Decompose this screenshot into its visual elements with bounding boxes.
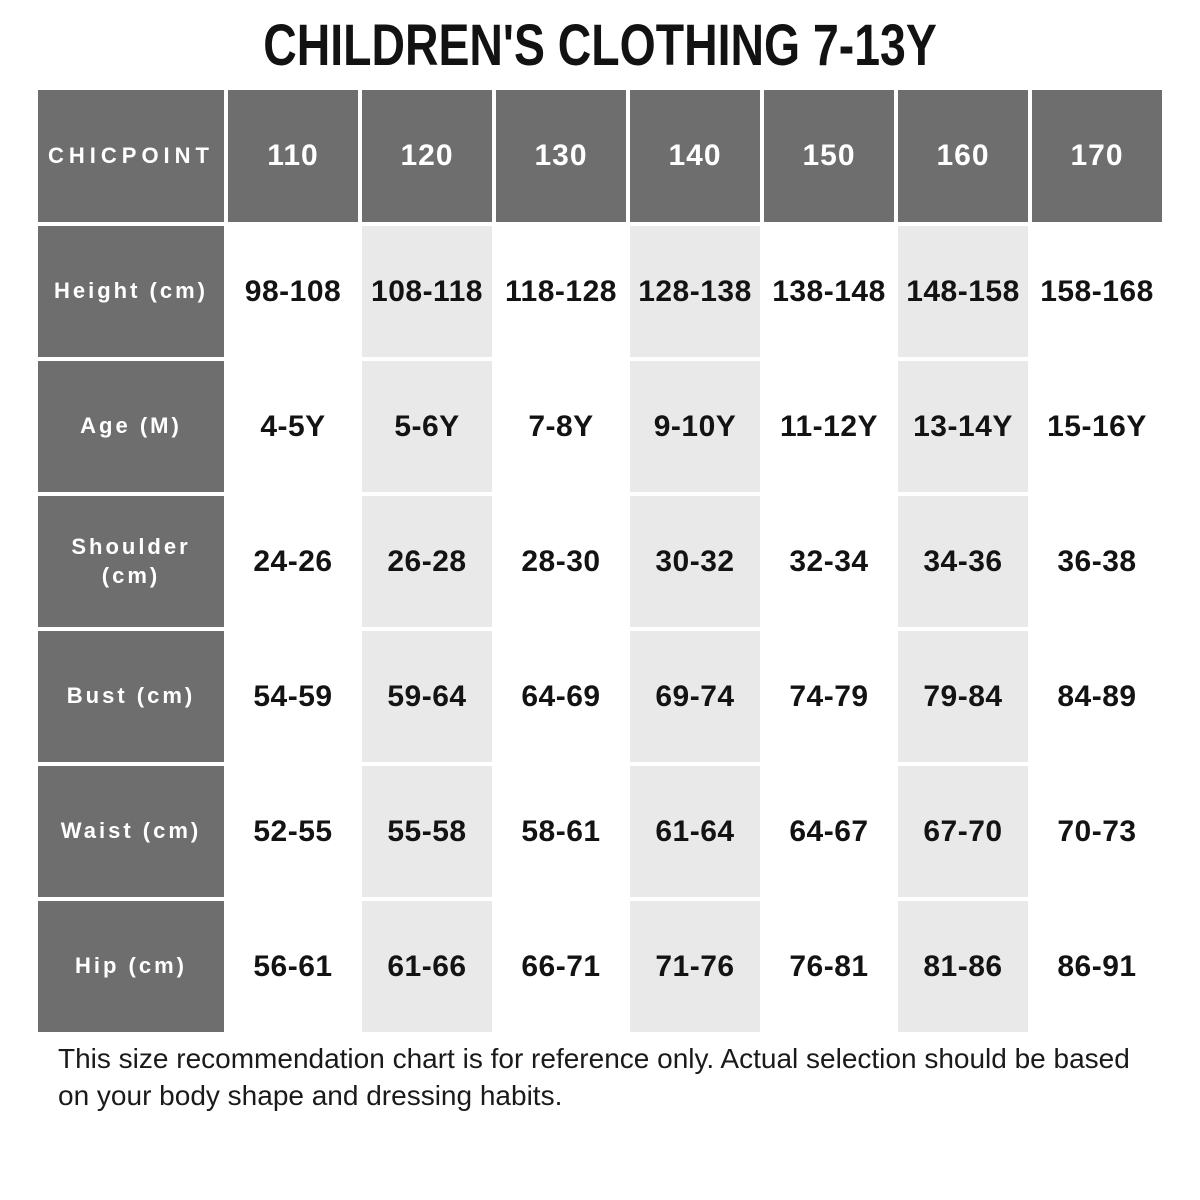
shoulder-150-cell: 32-34 bbox=[764, 496, 894, 627]
shoulder-130-cell: 28-30 bbox=[496, 496, 626, 627]
age-130-cell: 7-8Y bbox=[496, 361, 626, 492]
hip-170-cell: 86-91 bbox=[1032, 901, 1162, 1032]
shoulder-160-cell: 34-36 bbox=[898, 496, 1028, 627]
hip-110-cell: 56-61 bbox=[228, 901, 358, 1032]
bust-110-cell: 54-59 bbox=[228, 631, 358, 762]
size-table: CHICPOINT 110 120 130 140 150 160 170 He… bbox=[38, 90, 1162, 1032]
bust-120-cell: 59-64 bbox=[362, 631, 492, 762]
height-130-cell: 118-128 bbox=[496, 226, 626, 357]
row-label-age: Age (M) bbox=[38, 361, 224, 492]
height-170-cell: 158-168 bbox=[1032, 226, 1162, 357]
bust-130-cell: 64-69 bbox=[496, 631, 626, 762]
row-label-waist: Waist (cm) bbox=[38, 766, 224, 897]
age-150-cell: 11-12Y bbox=[764, 361, 894, 492]
waist-110-cell: 52-55 bbox=[228, 766, 358, 897]
row-label-shoulder: Shoulder (cm) bbox=[38, 496, 224, 627]
age-160-cell: 13-14Y bbox=[898, 361, 1028, 492]
col-header-170: 170 bbox=[1032, 90, 1162, 222]
age-170-cell: 15-16Y bbox=[1032, 361, 1162, 492]
shoulder-140-cell: 30-32 bbox=[630, 496, 760, 627]
row-label-hip: Hip (cm) bbox=[38, 901, 224, 1032]
shoulder-120-cell: 26-28 bbox=[362, 496, 492, 627]
height-140-cell: 128-138 bbox=[630, 226, 760, 357]
height-150-cell: 138-148 bbox=[764, 226, 894, 357]
waist-140-cell: 61-64 bbox=[630, 766, 760, 897]
col-header-140: 140 bbox=[630, 90, 760, 222]
hip-160-cell: 81-86 bbox=[898, 901, 1028, 1032]
col-header-130: 130 bbox=[496, 90, 626, 222]
bust-150-cell: 74-79 bbox=[764, 631, 894, 762]
row-label-height: Height (cm) bbox=[38, 226, 224, 357]
height-120-cell: 108-118 bbox=[362, 226, 492, 357]
footer-note: This size recommendation chart is for re… bbox=[58, 1043, 1130, 1111]
hip-130-cell: 66-71 bbox=[496, 901, 626, 1032]
hip-120-cell: 61-66 bbox=[362, 901, 492, 1032]
shoulder-170-cell: 36-38 bbox=[1032, 496, 1162, 627]
col-header-160: 160 bbox=[898, 90, 1028, 222]
page-title: CHILDREN'S CLOTHING 7-13Y bbox=[263, 13, 937, 78]
height-110-cell: 98-108 bbox=[228, 226, 358, 357]
age-110-cell: 4-5Y bbox=[228, 361, 358, 492]
waist-130-cell: 58-61 bbox=[496, 766, 626, 897]
waist-120-cell: 55-58 bbox=[362, 766, 492, 897]
waist-170-cell: 70-73 bbox=[1032, 766, 1162, 897]
waist-160-cell: 67-70 bbox=[898, 766, 1028, 897]
shoulder-110-cell: 24-26 bbox=[228, 496, 358, 627]
col-header-120: 120 bbox=[362, 90, 492, 222]
age-120-cell: 5-6Y bbox=[362, 361, 492, 492]
bust-160-cell: 79-84 bbox=[898, 631, 1028, 762]
hip-140-cell: 71-76 bbox=[630, 901, 760, 1032]
col-header-110: 110 bbox=[228, 90, 358, 222]
brand-corner-cell: CHICPOINT bbox=[38, 90, 224, 222]
bust-170-cell: 84-89 bbox=[1032, 631, 1162, 762]
row-label-bust: Bust (cm) bbox=[38, 631, 224, 762]
age-140-cell: 9-10Y bbox=[630, 361, 760, 492]
col-header-150: 150 bbox=[764, 90, 894, 222]
hip-150-cell: 76-81 bbox=[764, 901, 894, 1032]
bust-140-cell: 69-74 bbox=[630, 631, 760, 762]
waist-150-cell: 64-67 bbox=[764, 766, 894, 897]
height-160-cell: 148-158 bbox=[898, 226, 1028, 357]
